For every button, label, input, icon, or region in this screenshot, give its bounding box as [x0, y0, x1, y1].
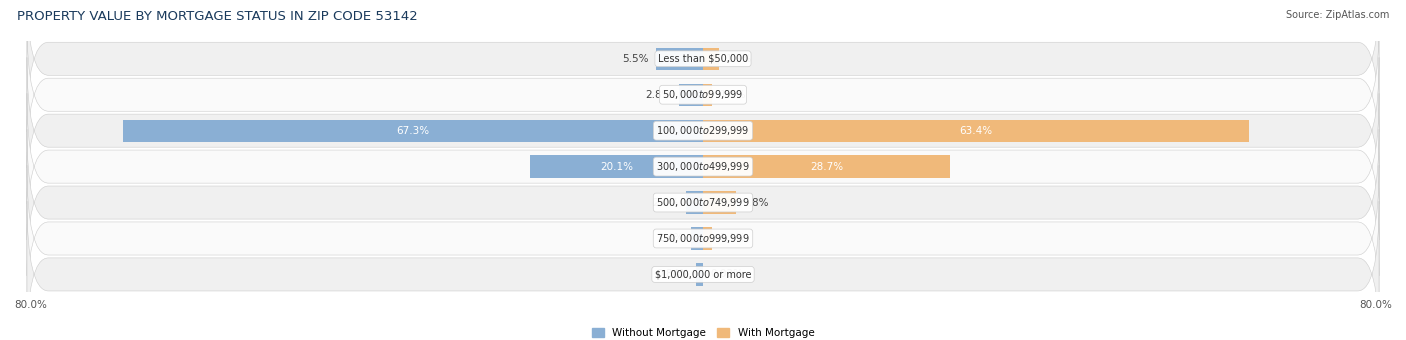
Text: 80.0%: 80.0%: [14, 300, 46, 310]
Legend: Without Mortgage, With Mortgage: Without Mortgage, With Mortgage: [588, 324, 818, 340]
Text: 67.3%: 67.3%: [396, 126, 430, 136]
Text: $750,000 to $999,999: $750,000 to $999,999: [657, 232, 749, 245]
Bar: [686, 191, 703, 214]
Bar: [703, 227, 713, 250]
Text: 0.84%: 0.84%: [655, 269, 689, 279]
FancyBboxPatch shape: [27, 93, 1379, 240]
Text: Less than $50,000: Less than $50,000: [658, 54, 748, 64]
Text: 2.8%: 2.8%: [645, 90, 672, 100]
Text: 80.0%: 80.0%: [1360, 300, 1392, 310]
Bar: [679, 84, 703, 106]
Text: 1.4%: 1.4%: [658, 234, 685, 243]
Text: 1.9%: 1.9%: [727, 54, 752, 64]
Text: PROPERTY VALUE BY MORTGAGE STATUS IN ZIP CODE 53142: PROPERTY VALUE BY MORTGAGE STATUS IN ZIP…: [17, 10, 418, 23]
Text: $100,000 to $299,999: $100,000 to $299,999: [657, 124, 749, 137]
Text: Source: ZipAtlas.com: Source: ZipAtlas.com: [1285, 10, 1389, 20]
Text: $1,000,000 or more: $1,000,000 or more: [655, 269, 751, 279]
Text: 3.8%: 3.8%: [742, 198, 769, 207]
Bar: [703, 155, 950, 178]
Text: 0.03%: 0.03%: [710, 269, 742, 279]
Bar: [703, 120, 1249, 142]
Bar: [703, 84, 713, 106]
Text: 63.4%: 63.4%: [959, 126, 993, 136]
FancyBboxPatch shape: [27, 165, 1379, 312]
Bar: [530, 155, 703, 178]
FancyBboxPatch shape: [27, 0, 1379, 132]
Bar: [703, 48, 720, 70]
Text: $50,000 to $99,999: $50,000 to $99,999: [662, 88, 744, 101]
Bar: [703, 191, 735, 214]
Bar: [696, 263, 703, 286]
Text: 20.1%: 20.1%: [600, 162, 633, 172]
FancyBboxPatch shape: [27, 57, 1379, 204]
Bar: [690, 227, 703, 250]
Bar: [655, 48, 703, 70]
Text: 2.0%: 2.0%: [652, 198, 679, 207]
Text: 1.1%: 1.1%: [720, 90, 745, 100]
FancyBboxPatch shape: [27, 21, 1379, 168]
Text: $500,000 to $749,999: $500,000 to $749,999: [657, 196, 749, 209]
FancyBboxPatch shape: [27, 201, 1379, 340]
Text: $300,000 to $499,999: $300,000 to $499,999: [657, 160, 749, 173]
Text: 1.1%: 1.1%: [720, 234, 745, 243]
Text: 5.5%: 5.5%: [623, 54, 648, 64]
Text: 28.7%: 28.7%: [810, 162, 844, 172]
Bar: [124, 120, 703, 142]
FancyBboxPatch shape: [27, 129, 1379, 276]
